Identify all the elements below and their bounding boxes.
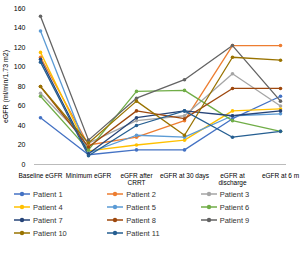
svg-text:120: 120 xyxy=(14,44,26,51)
html-text:Patient 6: Patient 6 xyxy=(219,202,250,212)
svg-text:eGFR afterCRRT: eGFR afterCRRT xyxy=(120,172,153,186)
svg-text:eGFR atdischarge: eGFR atdischarge xyxy=(218,172,247,187)
svg-text:100: 100 xyxy=(14,63,26,70)
svg-text:60: 60 xyxy=(18,102,26,109)
html-text:Patient 3: Patient 3 xyxy=(219,189,250,199)
svg-text:20: 20 xyxy=(18,141,26,148)
svg-text:eGFR at 6 m: eGFR at 6 m xyxy=(262,172,299,179)
svg-text:eGFR (ml/min/1.73 m2): eGFR (ml/min/1.73 m2) xyxy=(2,50,10,123)
html-text:Patient 10: Patient 10 xyxy=(33,228,67,238)
svg-text:eGFR at 30 days: eGFR at 30 days xyxy=(160,172,210,180)
html-text:Patient 2: Patient 2 xyxy=(126,189,156,199)
html-text:Patient 7: Patient 7 xyxy=(33,215,63,225)
html-text:Patient 1: Patient 1 xyxy=(33,189,63,199)
html-text:Patient 8: Patient 8 xyxy=(126,215,156,225)
svg-text:Minimum eGFR: Minimum eGFR xyxy=(66,172,112,179)
html-text:Patient 9: Patient 9 xyxy=(219,215,250,225)
html-text:Patient 4: Patient 4 xyxy=(33,202,63,212)
svg-text:80: 80 xyxy=(18,83,26,90)
html-text:Patient 11: Patient 11 xyxy=(126,228,160,238)
svg-text:140: 140 xyxy=(14,24,26,31)
svg-text:160: 160 xyxy=(14,5,26,12)
svg-text:40: 40 xyxy=(18,122,26,129)
svg-text:0: 0 xyxy=(22,161,26,168)
svg-text:Baseline eGFR: Baseline eGFR xyxy=(18,172,62,179)
html-text:Patient 5: Patient 5 xyxy=(126,202,156,212)
